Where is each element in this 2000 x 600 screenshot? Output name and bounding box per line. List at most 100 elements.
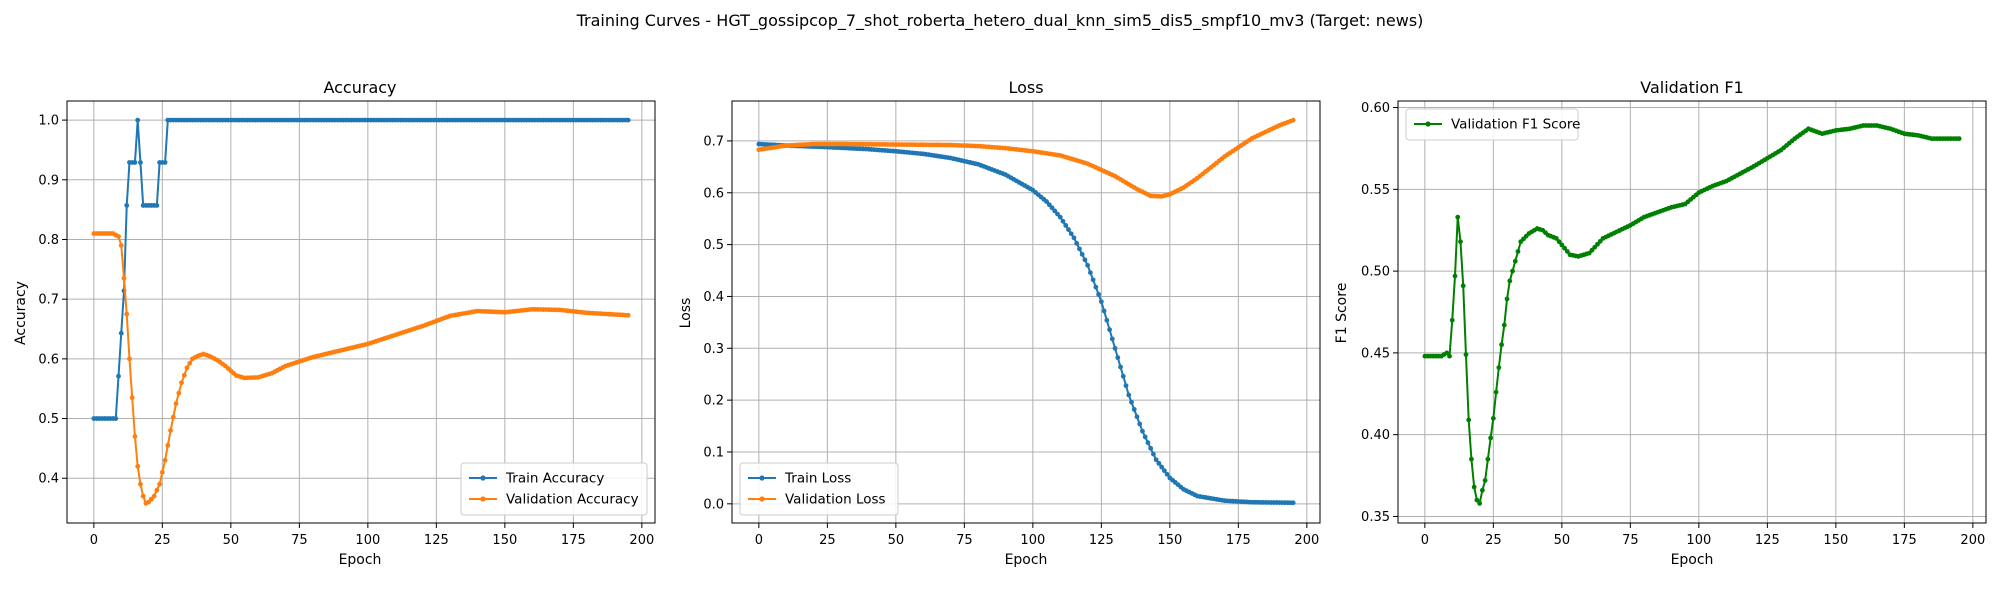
validation-accuracy-point — [154, 487, 160, 493]
validation-f1-score-point — [1471, 484, 1477, 490]
validation-f1-score-point — [1455, 214, 1461, 220]
train-accuracy-point — [124, 203, 130, 208]
accuracy-y-tick-label: 0.5 — [38, 412, 59, 427]
train-loss-point — [1071, 235, 1077, 241]
train-loss-point — [1096, 291, 1102, 297]
validation-f1-x-tick-label: 75 — [1622, 533, 1639, 548]
validation-f1-score-point — [1501, 322, 1507, 328]
validation-accuracy-point — [127, 356, 132, 362]
validation-f1-score-point — [1444, 350, 1450, 356]
train-loss-point — [1140, 428, 1145, 434]
accuracy-y-tick-label: 0.8 — [38, 233, 59, 248]
validation-loss-legend-marker — [759, 496, 765, 502]
train-loss-point — [1060, 218, 1066, 224]
validation-accuracy-point — [121, 275, 127, 281]
accuracy-y-axis-label: Accuracy — [13, 281, 29, 345]
validation-f1-score-point — [1463, 352, 1469, 357]
accuracy-panel: Accuracy Epoch Accuracy 0 25 50 75 100 125 150… — [13, 78, 656, 568]
train-loss-point — [1044, 199, 1049, 204]
train-loss-point — [1148, 445, 1154, 451]
train-accuracy-point — [118, 330, 124, 336]
train-loss-point — [1137, 421, 1143, 427]
accuracy-y-tick-label: 0.6 — [38, 352, 59, 367]
validation-accuracy-point — [159, 469, 165, 475]
train-loss-point — [1093, 284, 1099, 290]
validation-f1-score-point — [1956, 136, 1962, 142]
validation-accuracy-point — [184, 365, 190, 371]
validation-f1-score-point — [1488, 435, 1494, 441]
train-loss-point — [1123, 383, 1129, 389]
loss-x-tick-label: 150 — [1157, 533, 1182, 548]
validation-accuracy-point — [157, 481, 163, 487]
train-loss-point — [1115, 355, 1121, 361]
train-loss-point — [1057, 214, 1063, 220]
accuracy-x-tick-label: 75 — [291, 533, 308, 548]
validation-f1-score-point — [1499, 342, 1504, 348]
train-loss-point — [1090, 277, 1096, 283]
validation-f1-score-markers — [1422, 123, 1962, 506]
train-loss-point — [1153, 457, 1159, 463]
validation-f1-score-point — [1515, 249, 1521, 254]
train-loss-point — [1131, 407, 1137, 412]
loss-x-tick-label: 75 — [956, 533, 973, 548]
validation-loss-markers — [756, 117, 1296, 199]
validation-f1-score-point — [1474, 497, 1480, 503]
validation-accuracy-point — [170, 414, 176, 420]
accuracy-x-tick-label: 150 — [492, 533, 517, 548]
validation-f1-x-tick-label: 175 — [1892, 533, 1917, 548]
accuracy-panel-title: Accuracy — [323, 78, 396, 97]
validation-accuracy-point — [124, 311, 130, 317]
train-accuracy-point — [162, 160, 168, 165]
loss-y-tick-label: 0.5 — [703, 238, 724, 253]
loss-y-tick-label: 0.1 — [703, 445, 724, 460]
validation-f1-x-tick-label: 150 — [1823, 533, 1848, 548]
validation-f1-y-tick-label: 0.40 — [1361, 428, 1390, 443]
validation-f1-x-tick-label: 100 — [1686, 533, 1711, 548]
train-loss-point — [1085, 262, 1091, 268]
validation-f1-y-tick-label: 0.50 — [1361, 265, 1390, 280]
train-loss-point — [1082, 257, 1088, 263]
train-loss-point — [1066, 227, 1071, 232]
loss-panel-title: Loss — [1008, 78, 1043, 97]
train-loss-point — [1161, 468, 1167, 474]
train-loss-point — [1164, 471, 1170, 477]
train-loss-point — [1129, 399, 1134, 405]
loss-x-axis-label: Epoch — [1005, 552, 1048, 568]
validation-f1-x-tick-label: 25 — [1485, 533, 1502, 548]
validation-f1-x-tick-label: 125 — [1755, 533, 1780, 548]
accuracy-y-tick-label: 0.4 — [38, 472, 59, 487]
validation-f1-x-axis-label: Epoch — [1671, 552, 1714, 568]
loss-y-tick-label: 0.2 — [703, 394, 724, 409]
validation-accuracy-point — [165, 443, 171, 448]
accuracy-x-tick-label: 0 — [90, 533, 98, 548]
train-loss-point — [1156, 460, 1162, 466]
train-loss-point — [1068, 231, 1074, 237]
loss-x-tick-label: 200 — [1294, 533, 1319, 548]
train-accuracy-point — [625, 117, 631, 123]
loss-axes-frame — [731, 100, 1321, 524]
train-loss-point — [1052, 208, 1058, 214]
validation-f1-score-point — [1477, 500, 1483, 506]
loss-legend-box — [739, 462, 899, 516]
loss-y-tick-label: 0.7 — [703, 134, 724, 149]
train-loss-point — [1142, 434, 1148, 440]
loss-x-tick-label: 125 — [1089, 533, 1114, 548]
validation-f1-score-point — [1490, 415, 1496, 421]
validation-accuracy-markers — [91, 231, 631, 506]
validation-f1-score-point — [1447, 353, 1452, 359]
train-loss-point — [1290, 500, 1296, 506]
accuracy-x-tick-label: 125 — [424, 533, 449, 548]
validation-accuracy-point — [625, 312, 631, 318]
validation-loss-legend-label: Validation Loss — [785, 492, 886, 508]
validation-accuracy-point — [140, 493, 146, 499]
loss-x-tick-label: 175 — [1226, 533, 1251, 548]
validation-f1-score-legend-label: Validation F1 Score — [1451, 117, 1580, 133]
train-loss-point — [1087, 270, 1093, 275]
validation-f1-score-point — [1564, 249, 1570, 254]
train-loss-point — [1107, 327, 1112, 333]
validation-f1-score-point — [1553, 236, 1559, 241]
validation-f1-legend: Validation F1 Score — [1405, 108, 1580, 141]
accuracy-x-tick-label: 100 — [355, 533, 380, 548]
loss-x-tick-label: 0 — [755, 533, 763, 548]
